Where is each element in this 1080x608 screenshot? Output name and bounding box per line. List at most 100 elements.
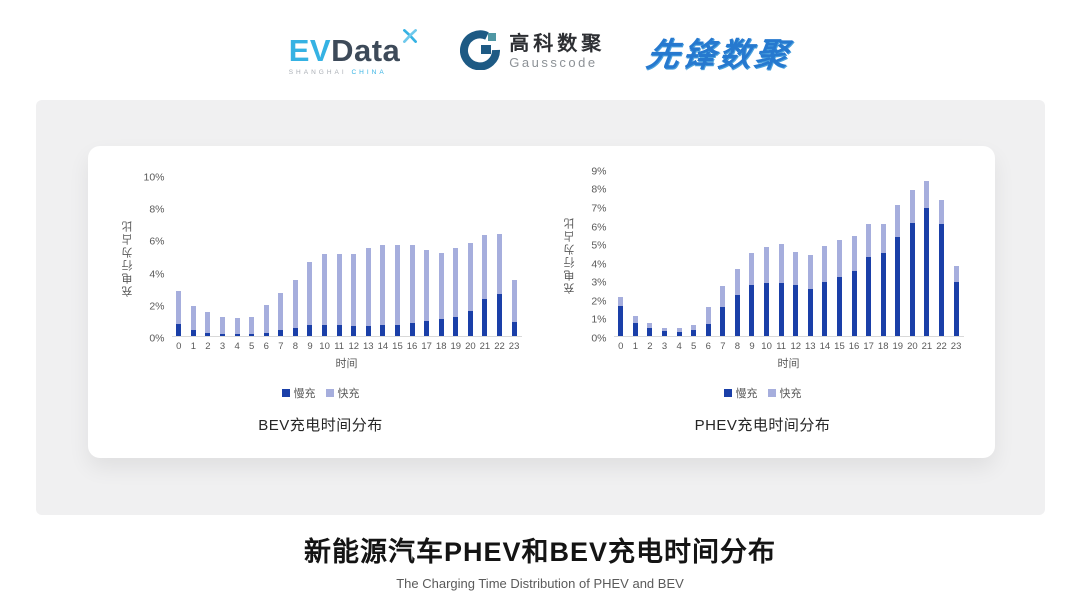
- x-tick-label: 15: [834, 341, 845, 352]
- stacked-bar: [511, 176, 517, 336]
- gausscode-text: 高科数聚 Gausscode: [509, 33, 605, 71]
- fast-charge-segment: [263, 305, 269, 334]
- stacked-bar: [734, 170, 740, 336]
- y-tick-label: 6%: [591, 220, 607, 233]
- evdata-ev-text: EV: [288, 33, 332, 68]
- y-tick-label: 3%: [591, 276, 607, 289]
- phev-chart: 充电行为占比 0% 1% 2% 3% 4% 5% 6% 7% 8% 9% 0 1 2 3 4 5 6 7 8 9 10…: [562, 166, 964, 435]
- bar-slot: [361, 176, 376, 336]
- bar-slot: [643, 170, 658, 336]
- y-tick-label: 5%: [591, 239, 607, 252]
- stacked-bar: [836, 170, 842, 336]
- bar-slot: [920, 170, 935, 336]
- slow-charge-segment: [807, 288, 813, 336]
- stacked-bar: [190, 176, 196, 336]
- fast-charge-segment: [953, 265, 959, 282]
- stacked-bar: [807, 170, 813, 336]
- bar-slot: [686, 170, 701, 336]
- stacked-bar: [205, 176, 211, 336]
- legend-swatch-icon: [281, 389, 290, 398]
- legend-item: 慢充: [281, 385, 316, 401]
- evdata-subtitle: SHANGHAI CHINA: [289, 69, 419, 76]
- main-title: 新能源汽车PHEV和BEV充电时间分布: [303, 537, 777, 567]
- bev-plot: [171, 176, 522, 337]
- stacked-bar: [482, 176, 488, 336]
- fast-charge-segment: [380, 244, 386, 325]
- x-tick-label: 21: [479, 341, 491, 352]
- bar-slot: [832, 170, 847, 336]
- bar-slot: [774, 170, 789, 336]
- slow-charge-segment: [511, 321, 517, 336]
- slow-charge-segment: [394, 324, 400, 336]
- fast-charge-segment: [822, 245, 828, 282]
- slow-charge-segment: [793, 285, 799, 336]
- fast-charge-segment: [497, 233, 502, 295]
- slow-charge-segment: [939, 223, 944, 336]
- y-tick-label: 4%: [591, 257, 607, 270]
- x-tick-label: 4: [676, 341, 682, 352]
- bar-slot: [448, 176, 463, 336]
- slow-charge-segment: [676, 331, 682, 336]
- fast-charge-segment: [205, 312, 211, 333]
- bar-slot: [614, 170, 629, 336]
- x-tick-label: 8: [734, 341, 741, 352]
- x-tick-label: 19: [450, 341, 462, 352]
- fast-charge-segment: [322, 254, 328, 325]
- bar-slot: [215, 176, 230, 336]
- slow-charge-segment: [691, 330, 697, 336]
- bev-y-axis-title: 充电行为占比: [121, 218, 134, 297]
- bar-slot: [419, 176, 434, 336]
- stacked-bar: [778, 170, 784, 336]
- x-tick-label: 1: [190, 341, 197, 352]
- x-tick-label: 11: [776, 341, 787, 352]
- fast-charge-segment: [705, 307, 711, 325]
- gausscode-g-icon: [460, 29, 501, 75]
- stacked-bar: [176, 176, 182, 336]
- slow-charge-segment: [924, 207, 930, 336]
- header-logos: EV Data SHANGHAI CHINA 高科数聚 Gausscode: [0, 16, 1080, 88]
- fast-charge-segment: [249, 317, 255, 335]
- y-tick-label: 1%: [591, 313, 607, 326]
- stacked-bar: [307, 176, 313, 336]
- phev-legend: 慢充 快充: [723, 385, 802, 401]
- slow-charge-segment: [336, 324, 342, 336]
- gray-background-panel: 充电行为占比 0% 2% 4% 6% 8% 10% 0 1 2 3 4 5 6 7 8 9 10 11 12 13 1…: [36, 100, 1045, 515]
- fast-charge-segment: [880, 223, 886, 253]
- stacked-bar: [409, 176, 415, 336]
- bar-slot: [274, 176, 289, 336]
- bar-slot: [803, 170, 818, 336]
- evdata-logo: EV Data SHANGHAI CHINA: [289, 28, 419, 76]
- slow-charge-segment: [497, 294, 502, 336]
- y-tick-label: 7%: [591, 202, 607, 215]
- main-subtitle: The Charging Time Distribution of PHEV a…: [396, 576, 684, 591]
- stacked-bar: [292, 176, 298, 336]
- slow-charge-segment: [705, 324, 711, 336]
- evdata-wordmark: EV Data: [289, 28, 419, 66]
- x-tick-label: 7: [720, 341, 726, 352]
- y-tick-label: 0%: [149, 332, 165, 345]
- x-tick-label: 17: [863, 341, 874, 352]
- stacked-bar: [322, 176, 328, 336]
- phev-plot-column: 0 1 2 3 4 5 6 7 8 9 10 11 12 13 14 15 16 17 18 19 20 21 22 23 时…: [613, 170, 964, 371]
- stacked-bar: [705, 170, 711, 336]
- x-tick-label: 23: [508, 341, 520, 352]
- legend-swatch-icon: [723, 389, 732, 398]
- bar-slot: [788, 170, 803, 336]
- x-tick-label: 5: [249, 341, 255, 352]
- stacked-bar: [793, 170, 799, 336]
- fast-charge-segment: [778, 243, 784, 283]
- slow-charge-segment: [190, 329, 196, 336]
- stacked-bar: [394, 176, 400, 336]
- fast-charge-segment: [511, 280, 517, 322]
- slow-charge-segment: [307, 324, 313, 336]
- slow-charge-segment: [764, 282, 770, 336]
- stacked-bar: [220, 176, 226, 336]
- fast-charge-segment: [924, 181, 930, 208]
- stacked-bar: [453, 176, 459, 336]
- fast-charge-segment: [482, 235, 488, 300]
- fast-charge-segment: [176, 291, 182, 324]
- stacked-bar: [662, 170, 668, 336]
- fast-charge-segment: [278, 292, 284, 331]
- phev-plot: [613, 170, 964, 337]
- fast-charge-segment: [438, 252, 444, 320]
